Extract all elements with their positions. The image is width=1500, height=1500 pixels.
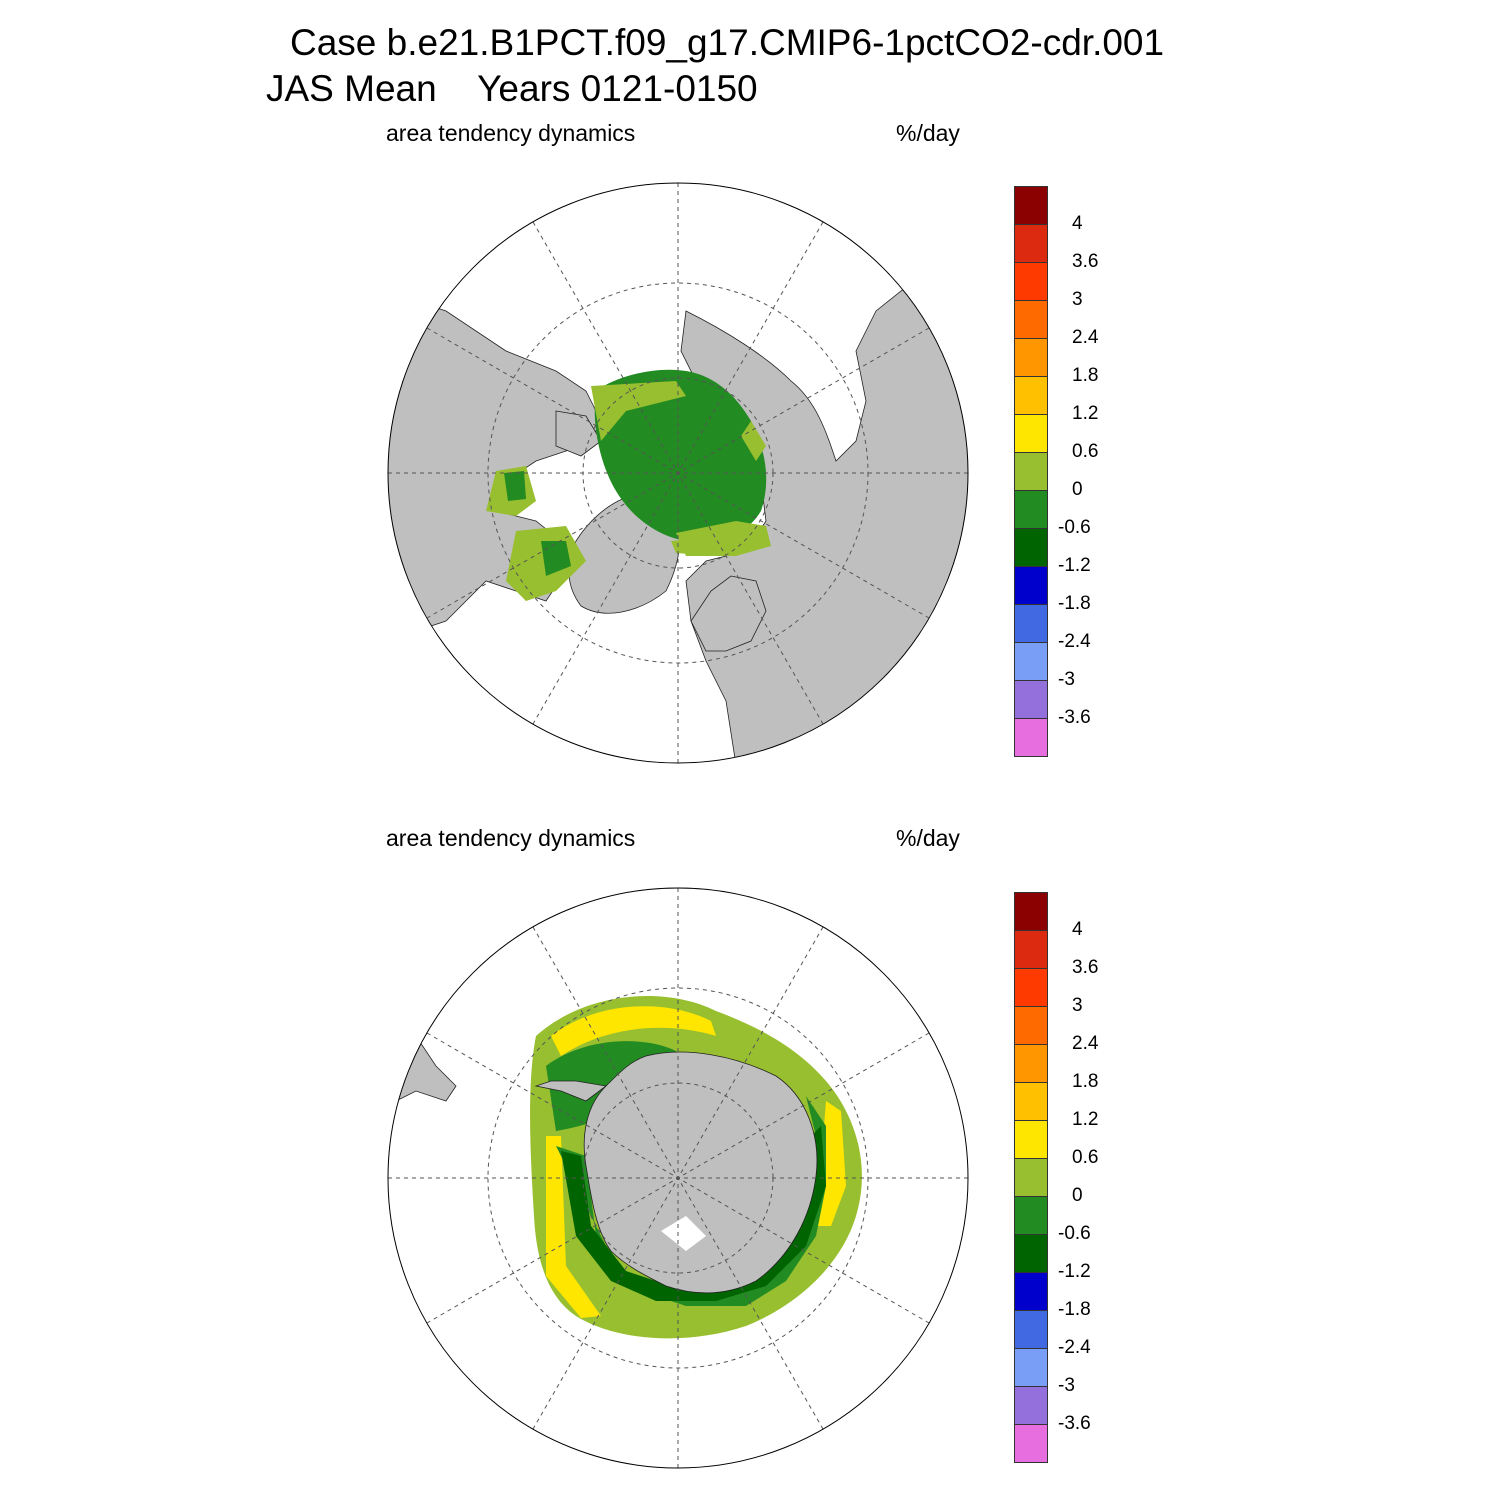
sh-colorbar-tick-label: 1.8 [1072, 1071, 1099, 1092]
nh-colorbar-swatch [1014, 604, 1048, 643]
nh-ice-siberian [676, 521, 771, 556]
nh-colorbar-swatch [1014, 224, 1048, 263]
nh-colorbar-swatch [1014, 566, 1048, 605]
nh-land-scandinavia [690, 575, 767, 652]
nh-colorbar: 4 3.6 3 2.4 1.8 1.2 0.6 0 -0.6 -1.2 -1.8 -2.4 -3 -3.6 [1014, 186, 1114, 758]
nh-colorbar-swatch [1014, 338, 1048, 377]
nh-colorbar-tick-label: 0 [1072, 479, 1083, 500]
nh-colorbar-tick-label: -1.8 [1058, 593, 1091, 614]
nh-colorbar-tick-label: 3.6 [1072, 251, 1099, 272]
nh-colorbar-tick-label: -0.6 [1058, 517, 1091, 538]
sh-units-label: %/day [896, 825, 960, 851]
figure-title-line2: JAS Mean Years 0121-0150 [266, 68, 758, 109]
sh-colorbar-swatch [1014, 1272, 1048, 1311]
nh-colorbar-tick-label: -1.2 [1058, 555, 1091, 576]
nh-colorbar-swatch [1014, 642, 1048, 681]
sh-colorbar-swatch [1014, 1424, 1048, 1463]
sh-colorbar-tick-label: -1.2 [1058, 1261, 1091, 1282]
nh-variable-label: area tendency dynamics [386, 120, 636, 146]
north-polar-map [387, 182, 969, 764]
nh-colorbar-tick-label: 4 [1072, 213, 1083, 234]
nh-colorbar-swatch [1014, 414, 1048, 453]
sh-land-antarctica [583, 1051, 818, 1294]
sh-colorbar-swatch [1014, 1082, 1048, 1121]
nh-colorbar-swatch [1014, 376, 1048, 415]
sh-colorbar-tick-label: 0.6 [1072, 1147, 1099, 1168]
sh-colorbar-tick-label: -2.4 [1058, 1337, 1091, 1358]
nh-colorbar-swatch [1014, 490, 1048, 529]
nh-ice-core [594, 369, 767, 543]
sh-colorbar-swatch [1014, 892, 1048, 931]
sh-colorbar-tick-label: 3.6 [1072, 957, 1099, 978]
sh-colorbar-swatch [1014, 1310, 1048, 1349]
sh-ice-yellow [546, 1006, 846, 1318]
sh-colorbar-tick-label: -1.8 [1058, 1299, 1091, 1320]
sh-ross-shelf [661, 1216, 706, 1251]
nh-colorbar-tick-label: 3 [1072, 289, 1083, 310]
nh-colorbar-tick-label: -3.6 [1058, 707, 1091, 728]
nh-ice-edge [591, 381, 766, 556]
sh-colorbar-swatch [1014, 968, 1048, 1007]
sh-land-peninsula [534, 1080, 607, 1102]
nh-colorbar-tick-label: 0.6 [1072, 441, 1099, 462]
nh-colorbar-swatch [1014, 680, 1048, 719]
sh-colorbar-tick-label: 3 [1072, 995, 1083, 1016]
nh-colorbar-tick-label: 1.8 [1072, 365, 1099, 386]
sh-colorbar-tick-label: 2.4 [1072, 1033, 1099, 1054]
sh-colorbar-tick-label: 1.2 [1072, 1109, 1099, 1130]
sh-colorbar-swatch [1014, 1196, 1048, 1235]
sh-colorbar-swatch [1014, 1158, 1048, 1197]
nh-colorbar-swatch [1014, 186, 1048, 225]
nh-colorbar-tick-label: 1.2 [1072, 403, 1099, 424]
sh-colorbar-swatch [1014, 1348, 1048, 1387]
south-polar-map [387, 887, 969, 1469]
nh-ice-baffin-core [504, 471, 571, 576]
sh-colorbar-swatch [1014, 1234, 1048, 1273]
sh-variable-label: area tendency dynamics [386, 825, 636, 851]
sh-colorbar: 4 3.6 3 2.4 1.8 1.2 0.6 0 -0.6 -1.2 -1.8 -2.4 -3 -3.6 [1014, 892, 1114, 1464]
nh-colorbar-swatch [1014, 528, 1048, 567]
nh-colorbar-swatch [1014, 718, 1048, 757]
sh-colorbar-swatch [1014, 1044, 1048, 1083]
nh-colorbar-swatch [1014, 300, 1048, 339]
nh-colorbar-tick-label: -3 [1058, 669, 1075, 690]
sh-colorbar-tick-label: -0.6 [1058, 1223, 1091, 1244]
sh-colorbar-swatch [1014, 1006, 1048, 1045]
sh-colorbar-swatch [1014, 1386, 1048, 1425]
nh-colorbar-tick-label: -2.4 [1058, 631, 1091, 652]
nh-units-label: %/day [896, 120, 960, 146]
sh-colorbar-tick-label: -3.6 [1058, 1413, 1091, 1434]
figure-title-line1: Case b.e21.B1PCT.f09_g17.CMIP6-1pctCO2-c… [290, 22, 1165, 63]
sh-colorbar-swatch [1014, 1120, 1048, 1159]
sh-colorbar-tick-label: -3 [1058, 1375, 1075, 1396]
sh-colorbar-swatch [1014, 930, 1048, 969]
nh-colorbar-tick-label: 2.4 [1072, 327, 1099, 348]
nh-colorbar-swatch [1014, 452, 1048, 491]
sh-colorbar-tick-label: 4 [1072, 919, 1083, 940]
nh-colorbar-swatch [1014, 262, 1048, 301]
sh-colorbar-tick-label: 0 [1072, 1185, 1083, 1206]
